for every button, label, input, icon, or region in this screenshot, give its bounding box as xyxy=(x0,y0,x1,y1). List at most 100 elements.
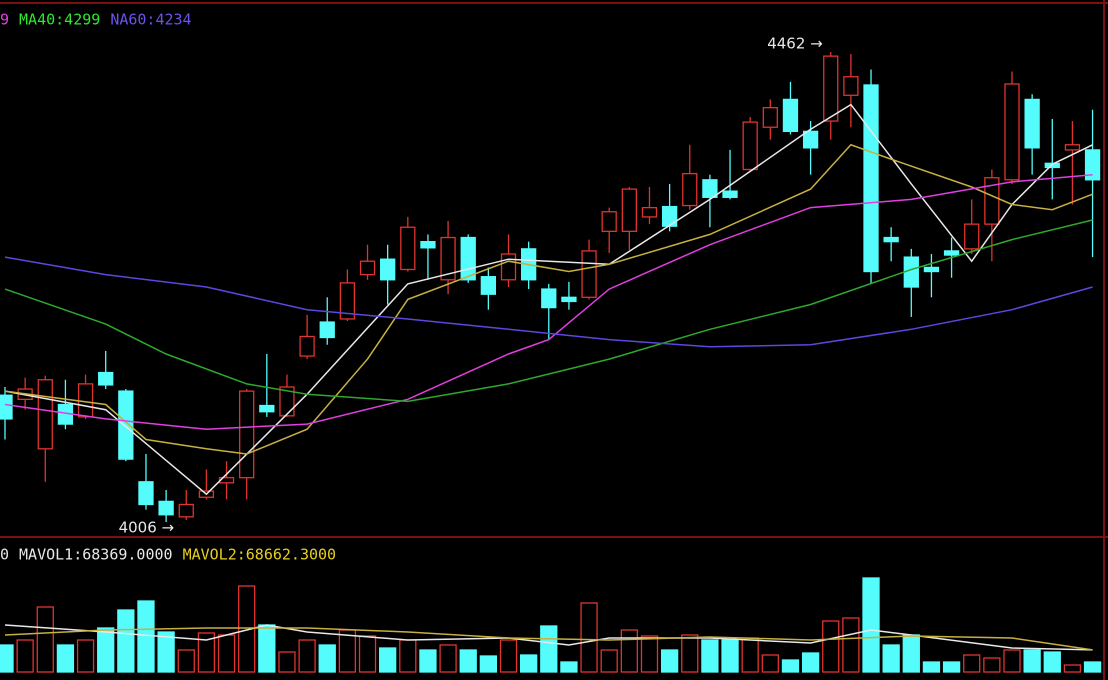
candle-body xyxy=(259,404,275,413)
candle-body xyxy=(802,130,819,149)
candle-body xyxy=(843,76,859,96)
candle-body xyxy=(762,107,778,128)
candle-body xyxy=(1064,144,1081,151)
volume-bar xyxy=(177,649,195,673)
candle-body xyxy=(923,266,940,273)
candle-body xyxy=(380,258,396,281)
volume-bar xyxy=(721,639,739,673)
candle-body xyxy=(883,236,899,243)
candle-body xyxy=(943,250,960,256)
volume-bar xyxy=(620,629,638,673)
volume-bar xyxy=(16,639,34,673)
legend-entry: 0 xyxy=(0,546,9,564)
volume-bar xyxy=(660,649,679,673)
candle-body xyxy=(863,84,879,273)
candle-body xyxy=(984,177,1000,225)
volume-bar xyxy=(157,631,175,673)
volume-bar xyxy=(902,634,920,673)
candle-body xyxy=(118,390,134,460)
volume-bar xyxy=(761,654,779,673)
ma-line xyxy=(4,219,1093,403)
candle-body xyxy=(440,236,456,281)
volume-bar xyxy=(801,652,820,673)
volume-bar xyxy=(882,644,900,673)
candle-body xyxy=(661,205,678,227)
ma-line xyxy=(4,627,1093,651)
volume-bar xyxy=(781,659,800,673)
volume-bar xyxy=(479,655,498,673)
legend-entry: MAVOL2:68662.3000 xyxy=(183,546,337,564)
candle-body xyxy=(178,503,194,518)
volume-bar xyxy=(137,600,155,673)
volume-bar xyxy=(640,635,659,673)
candle-body xyxy=(138,481,154,506)
volume-bar xyxy=(197,632,216,673)
volume-bar xyxy=(822,620,840,673)
candle-body xyxy=(964,223,980,250)
volume-bar xyxy=(862,577,880,673)
ma-line xyxy=(4,256,1093,348)
candle-body xyxy=(500,253,517,281)
ma-line xyxy=(4,143,1093,455)
volume-bar xyxy=(983,657,1001,673)
volume-bar xyxy=(963,654,981,673)
volume-bar xyxy=(298,639,316,673)
legend-entry: MA40:4299 xyxy=(19,11,100,29)
volume-bar xyxy=(560,661,578,673)
volume-bar xyxy=(97,627,115,673)
volume-bar xyxy=(379,647,397,673)
legend-entry: NA60:4234 xyxy=(110,11,191,29)
max-label: 4462 → xyxy=(767,35,823,53)
volume-bar xyxy=(681,634,699,673)
candle-body xyxy=(1004,83,1020,181)
candle-body xyxy=(581,250,597,298)
candle-body xyxy=(641,206,658,218)
legend-entry: 9 xyxy=(0,11,9,29)
min-label: 4006 → xyxy=(119,519,175,537)
volume-bar xyxy=(278,651,296,673)
candle-body xyxy=(682,172,698,207)
candle-body xyxy=(1084,149,1101,181)
candle-body xyxy=(1024,98,1040,149)
candle-body xyxy=(621,188,637,232)
volume-bar xyxy=(459,649,477,673)
candle-body xyxy=(319,321,335,339)
volume-bar xyxy=(1003,649,1021,673)
candle-body xyxy=(339,282,356,320)
candle-body xyxy=(279,386,295,417)
candle-body xyxy=(460,236,476,281)
volume-bar xyxy=(56,644,75,673)
candle-body xyxy=(903,256,919,288)
volume-bar xyxy=(922,661,941,673)
candle-body xyxy=(722,190,738,198)
volume-bar xyxy=(419,649,437,673)
candle-body xyxy=(480,276,497,295)
candle-body xyxy=(601,211,617,232)
volume-bar xyxy=(842,617,860,673)
volume-bar xyxy=(0,644,14,673)
candle-body xyxy=(198,490,215,498)
candle-body xyxy=(299,335,315,357)
volume-bar xyxy=(36,606,54,673)
volume-bar xyxy=(1023,649,1041,673)
candle-body xyxy=(0,394,13,420)
volume-bar xyxy=(238,585,256,673)
candle-body xyxy=(742,121,758,171)
volume-bar xyxy=(76,639,95,673)
volume-bar xyxy=(519,654,538,673)
ma-line xyxy=(4,103,1093,496)
candle-body xyxy=(420,240,436,249)
volume-bar xyxy=(439,644,457,673)
volume-bar xyxy=(701,639,719,673)
candle-body xyxy=(823,55,839,122)
candle-body xyxy=(359,260,376,276)
candle-body xyxy=(37,379,53,450)
candle-body xyxy=(702,179,718,198)
candle-body xyxy=(400,226,416,271)
volume-bar xyxy=(358,635,377,673)
volume-bar xyxy=(1043,651,1061,673)
legend-entry: MAVOL1:68369.0000 xyxy=(19,546,173,564)
volume-bar xyxy=(318,644,336,673)
